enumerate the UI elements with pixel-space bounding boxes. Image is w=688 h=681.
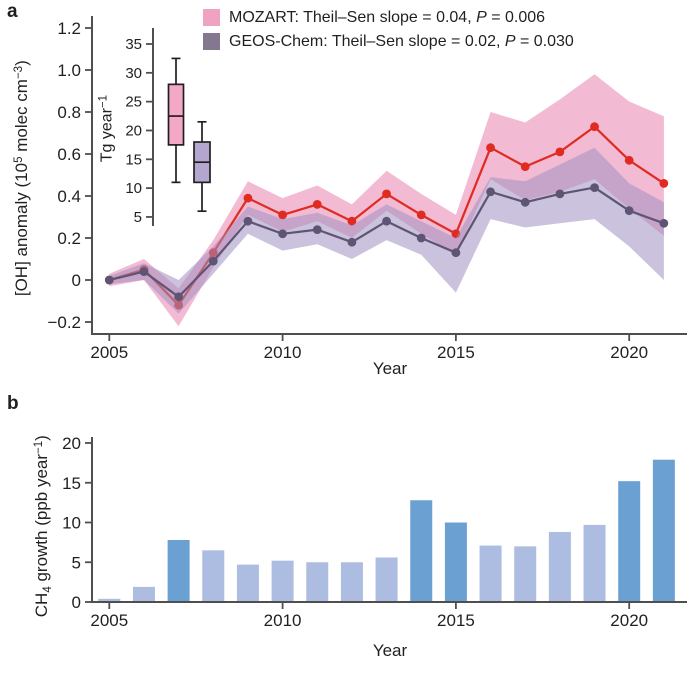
legend-item-mozart: MOZART: Theil–Sen slope = 0.04, P = 0.00… (203, 8, 574, 27)
legend-item-geos-chem: GEOS-Chem: Theil–Sen slope = 0.02, P = 0… (203, 32, 574, 51)
geos-chem-box (193, 120, 211, 213)
ch4-bar-2008 (202, 550, 225, 602)
panel-a-label: a (7, 1, 18, 22)
svg-text:1.2: 1.2 (57, 19, 81, 38)
ch4-bar-2020 (618, 481, 641, 602)
ch4-bar-2010 (271, 560, 294, 602)
svg-text:1.0: 1.0 (57, 61, 81, 80)
panel-b-label: b (7, 393, 19, 414)
ch4-bar-2015 (444, 522, 467, 602)
geos-chem-band (109, 147, 664, 314)
ch4-growth-bars (98, 459, 675, 602)
svg-text:10: 10 (125, 180, 142, 197)
ch4-bar-2016 (479, 545, 502, 602)
legend-label-mozart: MOZART: Theil–Sen slope = 0.04, P = 0.00… (229, 8, 546, 26)
svg-text:2020: 2020 (610, 611, 648, 630)
inset-y-axis-title: Tg year−1 (96, 94, 116, 163)
svg-text:2015: 2015 (437, 343, 475, 362)
svg-text:20: 20 (62, 434, 81, 453)
ch4-bar-2012 (340, 562, 363, 602)
mozart-swatch-icon (203, 9, 220, 26)
svg-text:0.8: 0.8 (57, 103, 81, 122)
ch4-bar-2013 (375, 557, 398, 602)
ch4-bar-2006 (132, 586, 155, 602)
svg-text:30: 30 (125, 65, 142, 82)
ch4-bar-2011 (306, 562, 329, 602)
svg-text:10: 10 (62, 514, 81, 533)
legend-label-geos-chem: GEOS-Chem: Theil–Sen slope = 0.02, P = 0… (229, 32, 574, 50)
svg-text:35: 35 (125, 36, 142, 53)
svg-text:15: 15 (125, 151, 142, 168)
ch4-bar-2014 (410, 500, 433, 602)
ch4-bar-2007 (167, 539, 190, 602)
svg-text:0: 0 (72, 271, 81, 290)
svg-text:15: 15 (62, 474, 81, 493)
ch4-bar-2021 (652, 459, 675, 602)
svg-text:0.2: 0.2 (57, 229, 81, 248)
inset-boxplot: 35 30 25 20 15 10 5 (125, 28, 211, 226)
svg-text:−0.2: −0.2 (47, 313, 81, 332)
legend: MOZART: Theil–Sen slope = 0.04, P = 0.00… (203, 8, 574, 51)
svg-text:2005: 2005 (90, 611, 128, 630)
mozart-box (167, 57, 185, 184)
panel-a-y-axis-title: [OH] anomaly (105 molec cm−3) (11, 60, 31, 297)
svg-text:2015: 2015 (437, 611, 475, 630)
ch4-bar-2017 (514, 546, 537, 602)
panel-b-y-axis-title: CH4 growth (ppb year−1) (31, 435, 54, 618)
panel-b-x-axis-title: Year (372, 641, 408, 660)
svg-text:5: 5 (134, 209, 142, 226)
svg-text:2010: 2010 (264, 611, 302, 630)
ch4-bar-2018 (548, 532, 571, 602)
svg-text:0.4: 0.4 (57, 187, 81, 206)
svg-text:2010: 2010 (264, 343, 302, 362)
svg-text:2005: 2005 (90, 343, 128, 362)
geos-chem-points (104, 183, 669, 302)
ch4-bar-2019 (583, 524, 606, 602)
ch4-bar-2009 (236, 564, 259, 602)
svg-text:25: 25 (125, 94, 142, 111)
panel-a-x-axis-title: Year (372, 359, 408, 378)
svg-text:2020: 2020 (610, 343, 648, 362)
svg-text:0.6: 0.6 (57, 145, 81, 164)
svg-text:5: 5 (72, 553, 81, 572)
geos-chem-swatch-icon (203, 33, 220, 50)
mozart-band (109, 74, 664, 327)
ch4-bar-2005 (98, 598, 121, 602)
svg-text:20: 20 (125, 122, 142, 139)
svg-text:0: 0 (72, 593, 81, 612)
